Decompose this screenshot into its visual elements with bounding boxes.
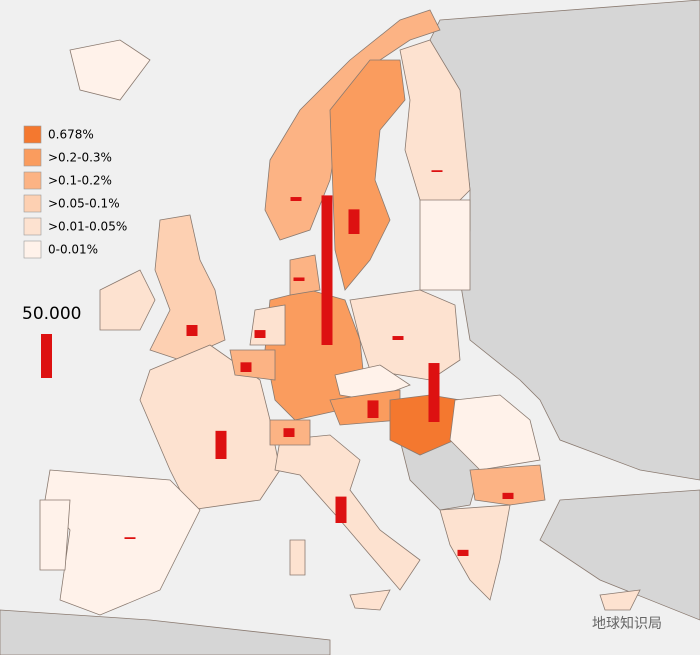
country-bar (392, 336, 404, 340)
netherlands (249, 304, 286, 346)
legend-label: 0.678% (48, 128, 94, 142)
belgium (229, 349, 276, 381)
bulgaria (469, 464, 546, 506)
country-bar (321, 195, 333, 345)
bars (41, 170, 514, 556)
country-bar (367, 400, 379, 418)
ireland (99, 269, 156, 331)
legend-label: >0.2-0.3% (48, 151, 112, 165)
country-bar (335, 496, 347, 523)
country-bar (215, 430, 227, 459)
legend-swatch (23, 217, 42, 236)
legend-label: >0.1-0.2% (48, 174, 112, 188)
country-bar (254, 330, 266, 338)
norway (264, 9, 441, 241)
country-bar (293, 277, 305, 281)
country-bar (502, 492, 514, 499)
legend-label: >0.05-0.1% (48, 197, 120, 211)
legend-label: 0-0.01% (48, 243, 98, 257)
poland (349, 289, 461, 381)
non-eu-southeast (539, 489, 700, 621)
italy (274, 434, 421, 591)
country-bar (186, 325, 198, 336)
legend: 0.678% >0.2-0.3% >0.1-0.2% >0.05-0.1% >0.01-… (23, 125, 127, 259)
country-bar (290, 197, 302, 201)
greece (439, 504, 511, 601)
watermark: 地球知识局 (592, 615, 662, 632)
scale-label: 50.000 (22, 304, 81, 324)
legend-swatch (23, 171, 42, 190)
portugal (39, 499, 71, 571)
legend-label: >0.01-0.05% (48, 220, 127, 234)
legend-swatch (23, 148, 42, 167)
legend-swatch (23, 240, 42, 259)
country-bar (348, 209, 360, 234)
iceland (69, 39, 151, 101)
sicily (349, 589, 391, 611)
non-eu-south (0, 609, 331, 655)
romania (449, 394, 541, 471)
legend-swatch (23, 125, 42, 144)
country-bar (283, 428, 295, 437)
baltics (419, 199, 471, 291)
sardinia (289, 539, 306, 576)
country-bar (457, 549, 469, 556)
scale-bar (41, 334, 52, 378)
country-bar (431, 170, 443, 172)
country-bar (124, 537, 136, 539)
country-bar (428, 363, 440, 422)
denmark (289, 254, 321, 296)
country-bar (240, 362, 252, 372)
cyprus (599, 589, 641, 611)
legend-swatch (23, 194, 42, 213)
